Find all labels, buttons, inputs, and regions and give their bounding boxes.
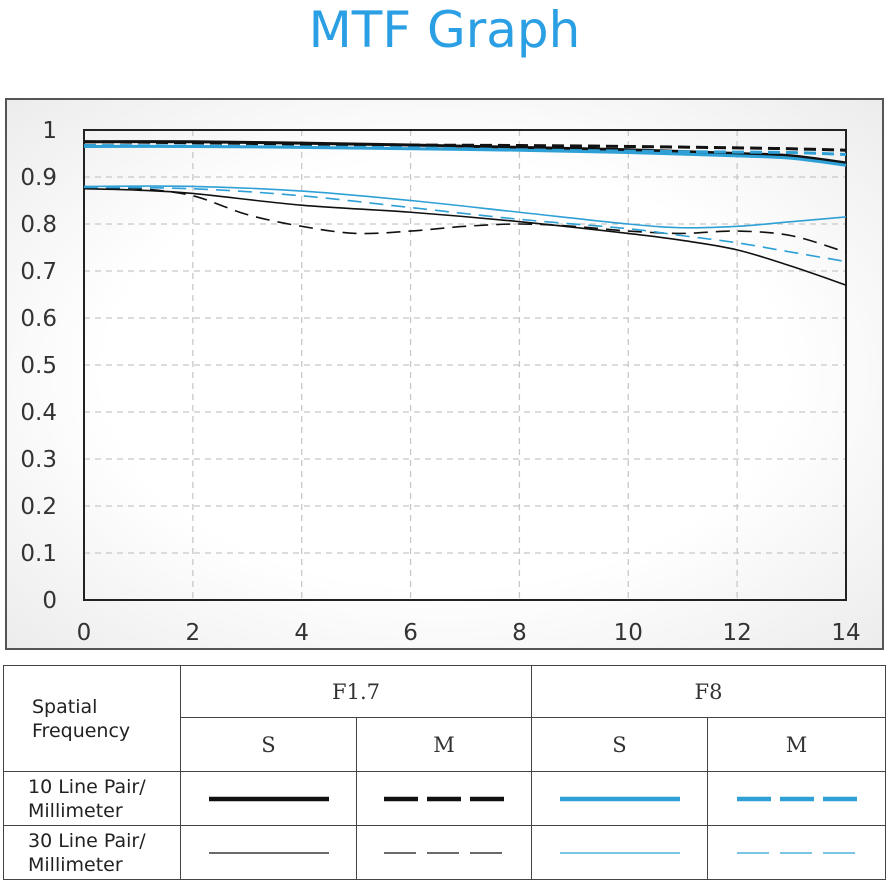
sample-f8-s-30 xyxy=(531,825,708,880)
y-tick-label: 0.7 xyxy=(20,259,57,285)
y-tick-label: 1 xyxy=(42,118,57,144)
aperture-header-f8: F8 xyxy=(531,665,886,718)
x-tick-label: 2 xyxy=(186,620,201,646)
sample-f17-s-10 xyxy=(180,771,357,826)
legend-sample xyxy=(208,851,329,854)
y-tick-label: 0.3 xyxy=(20,447,57,473)
legend-table: Spatial Frequency F1.7 F8 S M S M 10 Lin… xyxy=(3,665,886,880)
series-line-f8-s-thin xyxy=(83,185,847,229)
y-tick-label: 0 xyxy=(42,588,57,614)
sample-f8-m-30 xyxy=(707,825,886,880)
legend-sample xyxy=(736,796,857,801)
aperture-header-f17: F1.7 xyxy=(180,665,532,718)
series-line-f17-m-thick xyxy=(83,140,847,152)
x-tick-label: 6 xyxy=(403,620,418,646)
y-tick-label: 0.2 xyxy=(20,494,57,520)
mtf-chart: 0 0.1 0.2 0.3 0.4 0.5 0.6 0.7 0.8 0.9 1 0 2 4 6 8 10 12 1… xyxy=(20,118,861,646)
x-tick-label: 8 xyxy=(512,620,527,646)
x-tick-label: 0 xyxy=(77,620,92,646)
row-label-30lp: 30 Line Pair/ Millimeter xyxy=(3,825,181,880)
x-tick-label: 14 xyxy=(831,620,860,646)
row-label-30lp-text: 30 Line Pair/ Millimeter xyxy=(28,829,146,876)
sample-f8-m-10 xyxy=(707,771,886,826)
row-label-10lp: 10 Line Pair/ Millimeter xyxy=(3,771,181,826)
x-tick-label: 10 xyxy=(614,620,643,646)
direction-header-f8-s: S xyxy=(531,717,708,772)
direction-header-f8-m: M xyxy=(707,717,886,772)
x-axis-ticks: 0 2 4 6 8 10 12 14 xyxy=(77,620,861,646)
sample-f17-m-10 xyxy=(356,771,532,826)
y-tick-label: 0.9 xyxy=(20,165,57,191)
chart-frame: 0 0.1 0.2 0.3 0.4 0.5 0.6 0.7 0.8 0.9 1 0 2 4 6 8 10 12 1… xyxy=(5,98,884,650)
sample-f17-m-30 xyxy=(356,825,532,880)
plot-border xyxy=(83,129,847,601)
y-tick-label: 0.8 xyxy=(20,212,57,238)
legend-sample xyxy=(736,851,857,854)
sample-f17-s-30 xyxy=(180,825,357,880)
legend-sample xyxy=(559,851,680,854)
row-label-10lp-text: 10 Line Pair/ Millimeter xyxy=(28,775,146,822)
series-lines xyxy=(83,140,847,286)
spatial-frequency-header: Spatial Frequency xyxy=(3,665,181,772)
y-tick-label: 0.4 xyxy=(20,400,57,426)
x-tick-label: 12 xyxy=(723,620,752,646)
x-tick-label: 4 xyxy=(294,620,309,646)
grid xyxy=(84,130,846,600)
legend-sample xyxy=(384,796,504,801)
y-axis-ticks: 0 0.1 0.2 0.3 0.4 0.5 0.6 0.7 0.8 0.9 1 xyxy=(20,118,57,614)
y-tick-label: 0.6 xyxy=(20,306,57,332)
y-tick-label: 0.5 xyxy=(20,353,57,379)
series-line-f8-m-thick xyxy=(83,144,847,156)
series-line-f8-m-thin xyxy=(83,186,847,263)
sample-f8-s-10 xyxy=(531,771,708,826)
spatial-frequency-label: Spatial Frequency xyxy=(32,695,131,742)
y-tick-label: 0.1 xyxy=(20,541,57,567)
legend-sample xyxy=(559,796,680,801)
series-line-f17-s-thin xyxy=(83,187,847,286)
legend-sample xyxy=(384,851,504,854)
direction-header-f17-m: M xyxy=(356,717,532,772)
chart-title: MTF Graph xyxy=(308,1,581,59)
legend-sample xyxy=(208,796,329,801)
direction-header-f17-s: S xyxy=(180,717,357,772)
series-line-f17-m-thin xyxy=(83,187,847,253)
